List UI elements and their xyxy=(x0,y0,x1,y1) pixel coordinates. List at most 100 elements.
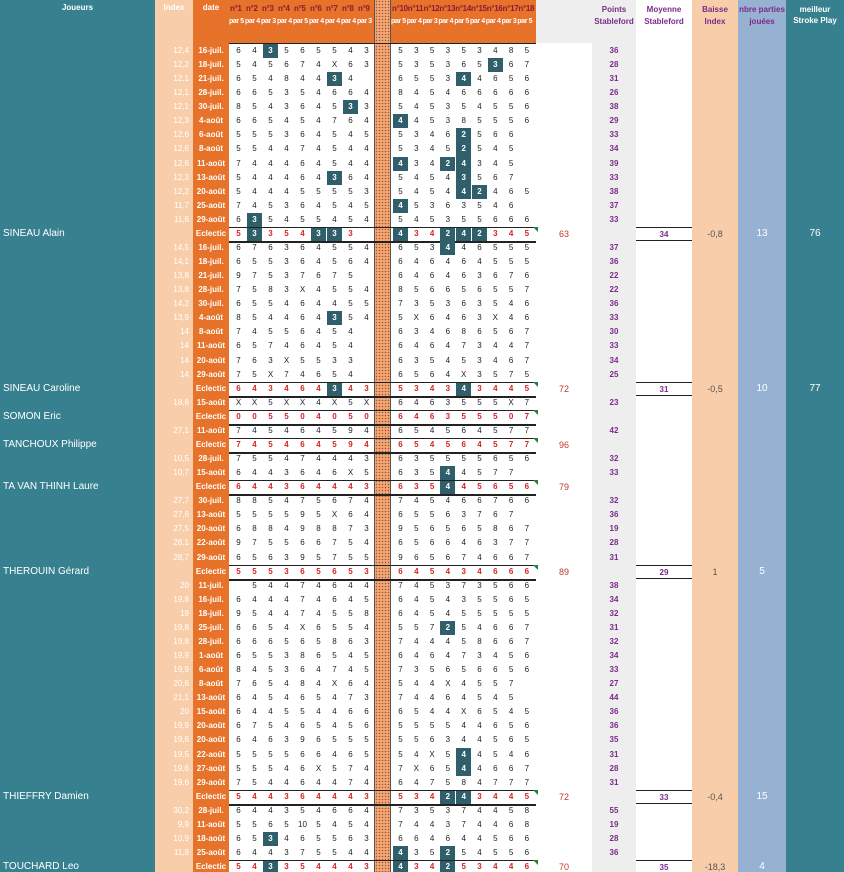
score-cell[interactable]: 4 xyxy=(252,805,257,815)
score-cell[interactable]: 4 xyxy=(477,819,482,829)
score-cell[interactable]: 4 xyxy=(332,454,337,464)
score-cell[interactable]: 4 xyxy=(252,468,257,478)
score-cell[interactable]: 5 xyxy=(268,214,273,224)
score-cell[interactable]: 5 xyxy=(429,46,435,55)
score-cell[interactable]: 4 xyxy=(477,777,482,787)
score-cell[interactable]: 4 xyxy=(493,158,498,168)
score-cell[interactable]: 5 xyxy=(268,257,273,267)
score-cell[interactable]: 3 xyxy=(364,186,369,196)
score-cell[interactable]: 6 xyxy=(236,636,241,646)
score-cell[interactable]: 5 xyxy=(429,454,435,464)
score-cell[interactable]: 5 xyxy=(429,805,435,815)
score-cell[interactable]: 4 xyxy=(316,116,321,126)
score-cell[interactable]: 5 xyxy=(524,369,530,379)
score-cell[interactable]: 6 xyxy=(252,622,257,632)
score-cell[interactable]: 6 xyxy=(508,130,514,140)
score-cell[interactable]: 5 xyxy=(429,172,435,182)
score-cell[interactable]: X xyxy=(299,285,306,295)
score-cell[interactable]: 6 xyxy=(398,468,403,478)
score-cell[interactable]: 4 xyxy=(461,833,466,843)
score-cell[interactable]: 6 xyxy=(429,271,435,281)
score-cell[interactable]: 5 xyxy=(493,735,498,745)
score-cell[interactable]: 5 xyxy=(429,580,435,590)
score-cell[interactable]: 7 xyxy=(236,327,241,337)
score-cell[interactable]: 6 xyxy=(398,242,403,252)
score-cell[interactable]: 6 xyxy=(348,116,353,126)
score-cell[interactable]: 5 xyxy=(429,594,435,604)
score-cell[interactable]: 6 xyxy=(508,636,514,646)
score-cell[interactable]: 3 xyxy=(493,538,498,548)
score-cell[interactable]: 7 xyxy=(461,819,466,829)
score-cell[interactable]: 4 xyxy=(316,60,321,70)
score-cell[interactable]: 4 xyxy=(445,355,451,365)
score-cell[interactable]: 8 xyxy=(300,679,305,689)
score-cell[interactable]: 6 xyxy=(477,538,482,548)
score-cell[interactable]: 6 xyxy=(348,833,353,843)
score-cell[interactable]: 5 xyxy=(236,144,241,154)
score-cell[interactable]: 4 xyxy=(445,271,451,281)
score-cell[interactable]: 7 xyxy=(524,636,530,646)
score-cell[interactable]: 6 xyxy=(524,313,530,323)
score-cell[interactable]: X xyxy=(363,397,370,407)
score-cell[interactable]: 5 xyxy=(429,665,435,675)
score-cell[interactable]: 6 xyxy=(493,665,498,675)
score-cell[interactable] xyxy=(519,508,534,522)
score-cell[interactable]: 6 xyxy=(508,622,514,632)
score-cell[interactable]: 5 xyxy=(268,271,273,281)
score-cell[interactable]: 6 xyxy=(493,552,498,562)
score-cell[interactable]: 6 xyxy=(398,425,403,435)
score-cell[interactable]: 4 xyxy=(477,749,482,759)
score-cell[interactable]: 5 xyxy=(348,608,353,618)
score-cell[interactable]: 9 xyxy=(300,552,305,562)
score-cell[interactable]: 6 xyxy=(300,636,305,646)
score-cell[interactable]: 5 xyxy=(236,130,241,140)
score-cell[interactable]: 4 xyxy=(364,538,369,548)
score-cell[interactable]: 5 xyxy=(508,651,514,660)
score-cell[interactable]: 4 xyxy=(348,580,353,590)
score-cell[interactable]: 3 xyxy=(364,46,369,55)
score-cell[interactable]: 5 xyxy=(268,116,273,126)
score-cell[interactable] xyxy=(359,269,374,283)
score-cell[interactable]: 6 xyxy=(236,805,241,815)
score-cell[interactable]: 3 xyxy=(477,158,482,168)
score-cell[interactable]: 8 xyxy=(493,524,498,534)
score-cell[interactable]: 6 xyxy=(429,763,435,773)
score-cell[interactable]: 6 xyxy=(236,651,241,660)
score-cell[interactable]: 2 xyxy=(472,184,487,199)
score-cell[interactable]: 4 xyxy=(493,355,498,365)
score-cell[interactable]: 6 xyxy=(398,608,403,618)
score-cell[interactable]: 6 xyxy=(300,693,305,703)
score-cell[interactable]: 4 xyxy=(508,299,514,309)
score-cell[interactable]: 7 xyxy=(461,651,466,660)
score-cell[interactable]: 6 xyxy=(252,116,257,126)
score-cell[interactable]: 5 xyxy=(398,622,403,632)
score-cell[interactable]: 4 xyxy=(461,468,466,478)
score-cell[interactable]: 6 xyxy=(445,510,451,520)
score-cell[interactable]: 5 xyxy=(284,46,289,55)
score-cell[interactable]: 4 xyxy=(414,341,419,351)
score-cell[interactable]: 6 xyxy=(252,636,257,646)
score-cell[interactable]: 5 xyxy=(429,60,435,70)
score-cell[interactable]: 6 xyxy=(493,510,498,520)
score-cell[interactable]: 7 xyxy=(508,425,514,435)
score-cell[interactable]: 5 xyxy=(429,355,435,365)
score-cell[interactable]: 4 xyxy=(508,749,514,759)
score-cell[interactable]: 5 xyxy=(524,608,530,618)
score-cell[interactable]: 3 xyxy=(445,74,451,84)
score-cell[interactable]: 3 xyxy=(445,397,451,407)
score-cell[interactable]: 3 xyxy=(364,524,369,534)
score-cell[interactable]: 4 xyxy=(414,777,419,787)
score-cell[interactable]: 5 xyxy=(348,622,353,632)
score-cell[interactable]: 4 xyxy=(429,327,435,337)
score-cell[interactable]: 6 xyxy=(398,454,403,464)
score-cell[interactable]: 4 xyxy=(316,158,321,168)
score-cell[interactable]: 3 xyxy=(268,355,273,365)
score-cell[interactable]: 10 xyxy=(298,819,307,829)
score-cell[interactable]: 4 xyxy=(268,847,273,857)
score-cell[interactable]: 2 xyxy=(440,156,456,171)
score-cell[interactable]: 6 xyxy=(236,693,241,703)
score-cell[interactable]: 5 xyxy=(332,46,337,55)
score-cell[interactable]: 4 xyxy=(477,721,482,731)
score-cell[interactable]: X xyxy=(461,707,467,717)
score-cell[interactable]: 6 xyxy=(524,833,530,843)
